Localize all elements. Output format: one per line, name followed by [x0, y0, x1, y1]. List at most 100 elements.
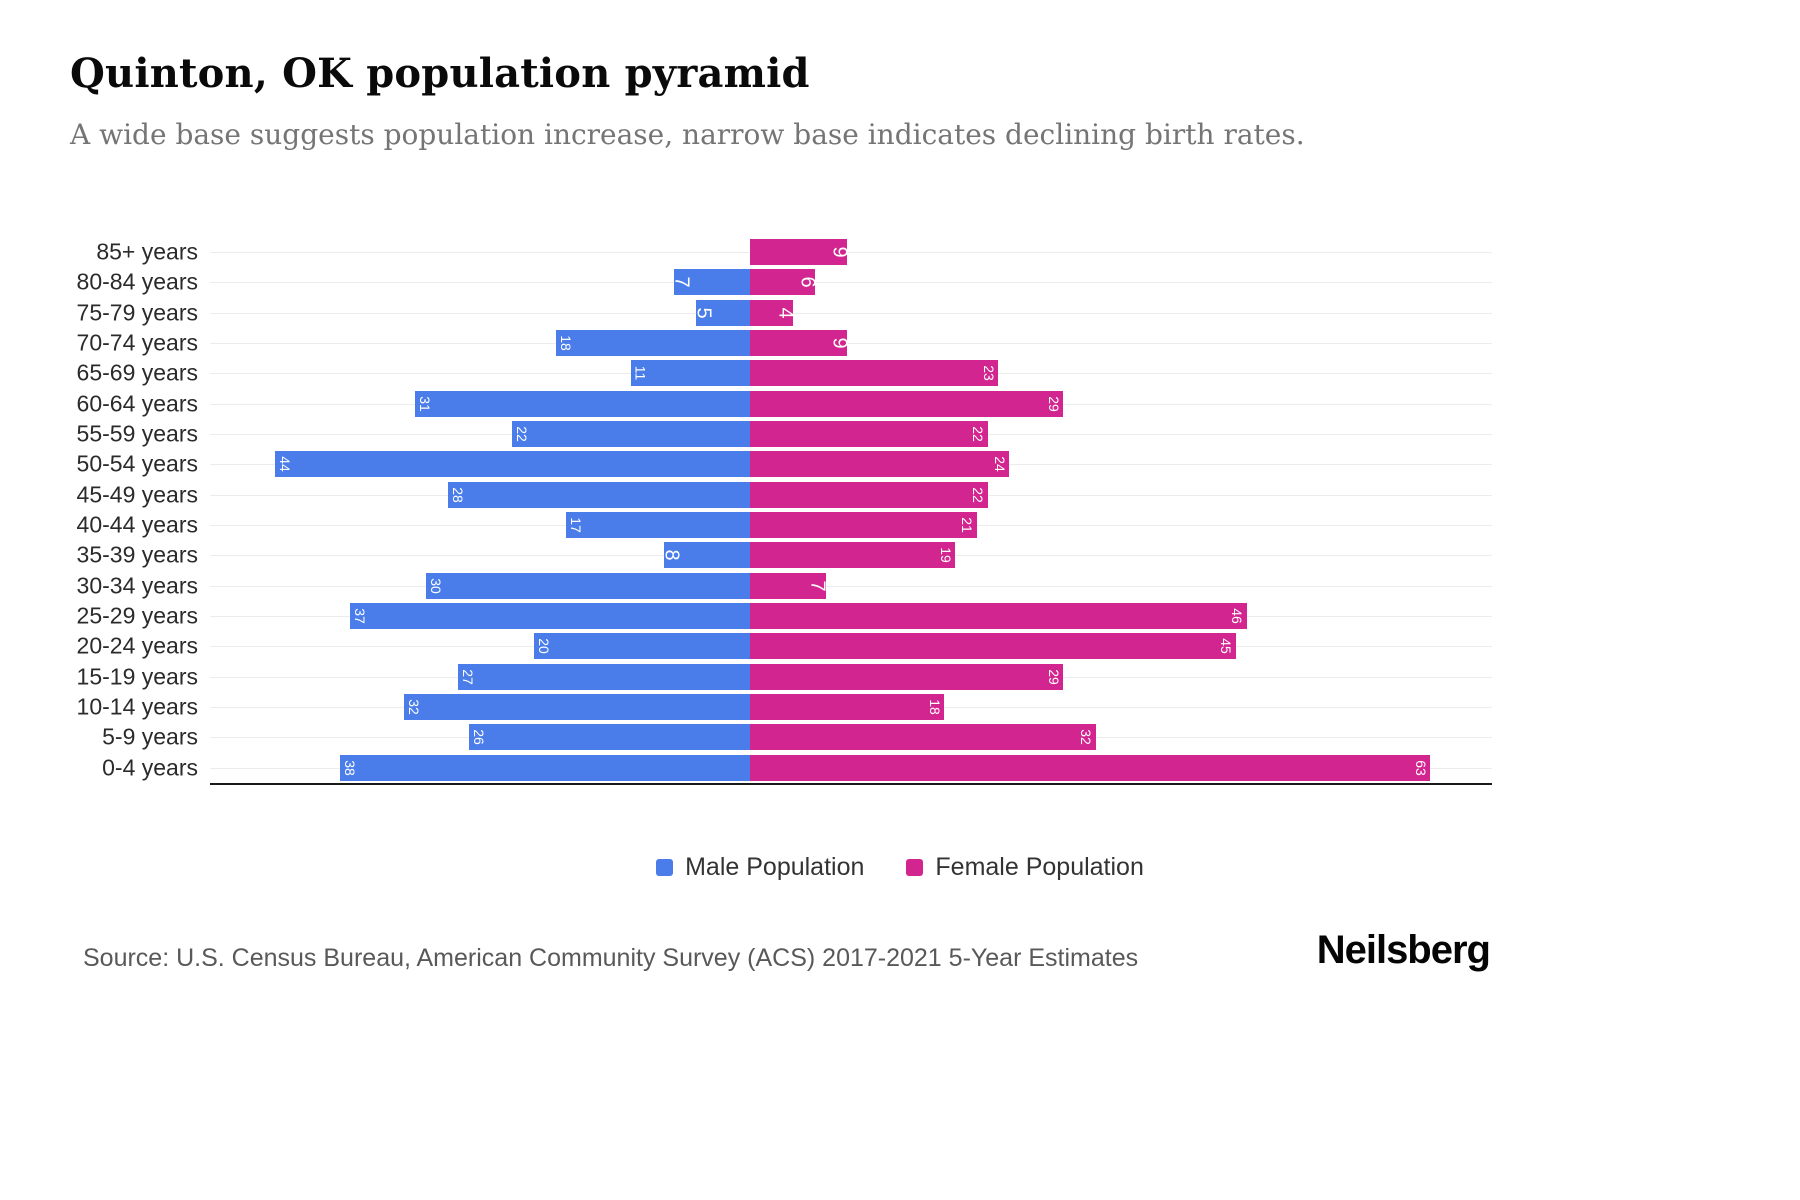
age-group-label: 65-69 years: [76, 359, 198, 386]
male-bar-value-label: 27: [460, 668, 477, 685]
legend-item-female[interactable]: Female Population: [906, 853, 1144, 882]
age-group-label: 75-79 years: [76, 299, 198, 326]
chart-title: Quinton, OK population pyramid: [70, 50, 810, 97]
female-bar-value-label: 29: [1045, 668, 1062, 685]
female-bar: 9: [750, 330, 851, 357]
legend-label-female: Female Population: [935, 853, 1144, 881]
male-bar: 17: [566, 512, 750, 539]
pyramid-row: 55-59 years 22 22: [0, 419, 1800, 449]
gridline: [210, 312, 1492, 314]
pyramid-row: 0-4 years 38 63: [0, 753, 1800, 783]
male-bar-value-label: 18: [557, 335, 574, 351]
age-group-label: 85+ years: [96, 238, 198, 265]
male-bar: 32: [404, 694, 750, 721]
female-bar: 29: [750, 663, 1064, 690]
age-group-label: 50-54 years: [76, 450, 198, 477]
female-bar-value-label: 22: [969, 426, 986, 442]
male-bar-value-label: 31: [416, 396, 433, 412]
male-bar-value-label: 20: [535, 638, 552, 655]
male-bar: 20: [534, 633, 750, 660]
pyramid-row: 30-34 years 30 7: [0, 571, 1800, 601]
female-bar-value-label: 21: [959, 517, 976, 533]
age-group-label: 35-39 years: [76, 541, 198, 568]
male-bar: 38: [339, 754, 750, 781]
female-bar-value-label: 32: [1077, 729, 1094, 746]
pyramid-row: 75-79 years 5 4: [0, 298, 1800, 328]
legend-item-male[interactable]: Male Population: [656, 853, 864, 882]
age-group-label: 15-19 years: [76, 663, 198, 690]
female-bar: 46: [750, 603, 1247, 630]
pyramid-row: 15-19 years 27 29: [0, 662, 1800, 692]
female-bar-value-label: 46: [1229, 608, 1246, 624]
pyramid-row: 25-29 years 37 46: [0, 601, 1800, 631]
pyramid-row: 35-39 years 8 19: [0, 540, 1800, 570]
pyramid-row: 40-44 years 17 21: [0, 510, 1800, 540]
female-bar-value-label: 45: [1218, 638, 1235, 655]
male-bar: 7: [670, 269, 750, 296]
pyramid-row: 60-64 years 31 29: [0, 389, 1800, 419]
age-group-label: 0-4 years: [102, 754, 198, 781]
age-group-label: 30-34 years: [76, 572, 198, 599]
male-bar: 37: [350, 603, 750, 630]
gridline: [210, 585, 1492, 587]
male-bar-value-label: 28: [449, 486, 466, 503]
male-bar: 8: [660, 542, 750, 569]
female-bar-value-label: 6: [796, 276, 819, 289]
gridline: [210, 282, 1492, 284]
age-group-label: 70-74 years: [76, 329, 198, 356]
male-bar: 26: [469, 724, 750, 751]
female-bar: 32: [750, 724, 1096, 751]
female-bar-value-label: 18: [926, 699, 943, 715]
age-group-label: 10-14 years: [76, 693, 198, 720]
female-bar-value-label: 7: [807, 580, 830, 592]
female-bar: 22: [750, 481, 988, 508]
female-bar: 23: [750, 360, 999, 387]
male-series-swatch-icon: [656, 859, 674, 876]
male-bar: 5: [692, 299, 750, 326]
male-bar: 31: [415, 390, 750, 417]
age-group-label: 5-9 years: [102, 723, 198, 750]
male-bar: 18: [555, 330, 750, 357]
female-bar-value-label: 22: [969, 486, 986, 503]
female-bar-value-label: 29: [1045, 396, 1062, 412]
pyramid-row: 45-49 years 28 22: [0, 480, 1800, 510]
male-bar: 28: [447, 481, 750, 508]
female-bar: 21: [750, 512, 977, 539]
female-bar: 4: [750, 299, 797, 326]
male-bar-value-label: 17: [568, 517, 585, 533]
chart-legend: Male Population Female Population: [0, 853, 1800, 882]
female-bar-value-label: 63: [1412, 759, 1429, 776]
age-group-label: 60-64 years: [76, 390, 198, 417]
age-group-label: 45-49 years: [76, 481, 198, 508]
male-bar-value-label: 5: [692, 307, 715, 319]
female-bar-value-label: 9: [828, 337, 851, 349]
male-bar-value-label: 30: [427, 577, 444, 594]
pyramid-row: 50-54 years 44 24: [0, 449, 1800, 479]
female-bar: 19: [750, 542, 956, 569]
female-bar: 29: [750, 390, 1064, 417]
pyramid-row: 80-84 years 7 6: [0, 267, 1800, 297]
female-series-swatch-icon: [906, 859, 924, 876]
source-text: Source: U.S. Census Bureau, American Com…: [83, 944, 1139, 972]
male-bar-value-label: 7: [670, 276, 693, 289]
female-bar: 6: [750, 269, 819, 296]
female-bar-value-label: 23: [980, 365, 997, 382]
female-bar: 9: [750, 239, 851, 266]
pyramid-row: 65-69 years 11 23: [0, 358, 1800, 388]
age-group-label: 55-59 years: [76, 420, 198, 447]
male-bar-value-label: 37: [352, 608, 369, 624]
gridline: [210, 343, 1492, 345]
pyramid-row: 70-74 years 18 9: [0, 328, 1800, 358]
pyramid-row: 85+ years 9: [0, 237, 1800, 267]
pyramid-row: 20-24 years 20 45: [0, 631, 1800, 661]
female-bar-value-label: 9: [828, 246, 851, 258]
chart-subtitle: A wide base suggests population increase…: [70, 118, 1305, 151]
male-bar-value-label: 26: [470, 729, 487, 746]
male-bar-value-label: 44: [276, 456, 293, 473]
male-bar-value-label: 38: [341, 759, 358, 776]
male-bar-value-label: 8: [660, 549, 683, 561]
female-bar: 7: [750, 572, 830, 599]
male-bar: 22: [512, 421, 750, 448]
age-group-label: 20-24 years: [76, 632, 198, 659]
